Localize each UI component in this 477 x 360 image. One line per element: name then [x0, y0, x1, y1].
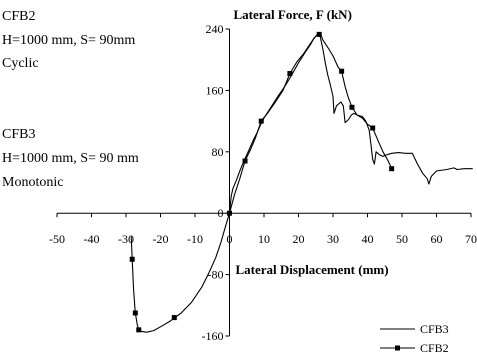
series-line-cfb2	[130, 33, 393, 333]
series-marker-cfb2	[339, 68, 345, 74]
series-layer	[129, 31, 473, 333]
annotation-cfb2-geometry: H=1000 mm, S= 90mm	[2, 33, 135, 48]
y-tick-labels: 0 80 160 240 -80 -160	[202, 22, 224, 343]
series-marker-cfb2	[136, 327, 142, 333]
x-tick-label: 40	[362, 232, 374, 246]
x-tick-label: -50	[49, 232, 65, 246]
x-tick-label: 70	[465, 232, 477, 246]
legend-marker-cfb2	[395, 345, 400, 351]
y-tick-label: 80	[212, 145, 224, 159]
series-line-cfb3	[228, 33, 473, 214]
chart-axes	[56, 28, 472, 337]
y-tick-label: 160	[206, 83, 224, 97]
series-marker-cfb2	[129, 256, 135, 262]
annotation-cfb2-loading: Cyclic	[2, 56, 39, 71]
annotation-cfb3-title: CFB3	[2, 127, 35, 142]
legend-label-cfb3: CFB3	[420, 322, 449, 336]
chart-legend: CFB3 CFB2	[380, 322, 449, 355]
y-tick-label: -80	[208, 268, 224, 282]
y-tick-label: -160	[202, 329, 224, 343]
x-tick-labels: -50 -40 -30 -20 -10 0 10 20 30 40 50 60 70	[49, 232, 477, 246]
x-tick-label: -40	[84, 232, 100, 246]
series-marker-cfb2	[258, 118, 264, 124]
x-tick-label: -10	[187, 232, 203, 246]
y-tick-label: 0	[218, 206, 224, 220]
series-marker-cfb2	[227, 210, 232, 216]
x-tick-label: 60	[431, 232, 443, 246]
series-marker-cfb2	[349, 104, 355, 110]
annotation-cfb2-title: CFB2	[2, 9, 35, 24]
annotation-cfb3-loading: Monotonic	[2, 175, 63, 190]
annotation-cfb3-geometry: H=1000 mm, S= 90 mm	[2, 151, 139, 166]
x-axis-title: Lateral Displacement (mm)	[236, 262, 389, 277]
series-marker-cfb2	[171, 315, 177, 321]
x-tick-label: 20	[293, 232, 305, 246]
legend-label-cfb2: CFB2	[420, 341, 449, 355]
x-tick-label: -20	[153, 232, 169, 246]
series-marker-cfb2	[316, 31, 322, 37]
y-axis-title: Lateral Force, F (kN)	[234, 7, 352, 22]
chart-annotations: CFB2 H=1000 mm, S= 90mm Cyclic CFB3 H=10…	[2, 9, 139, 190]
x-tick-label: -30	[118, 232, 134, 246]
x-tick-label: 50	[396, 232, 408, 246]
x-tick-label: 10	[258, 232, 270, 246]
x-tick-label: 0	[227, 232, 233, 246]
series-marker-cfb2	[370, 125, 376, 131]
series-marker-cfb2	[389, 166, 395, 172]
series-marker-cfb2	[287, 71, 293, 77]
x-tick-label: 30	[327, 232, 339, 246]
y-tick-label: 240	[206, 22, 224, 36]
series-marker-cfb2	[242, 158, 248, 164]
series-marker-cfb2	[132, 310, 138, 316]
